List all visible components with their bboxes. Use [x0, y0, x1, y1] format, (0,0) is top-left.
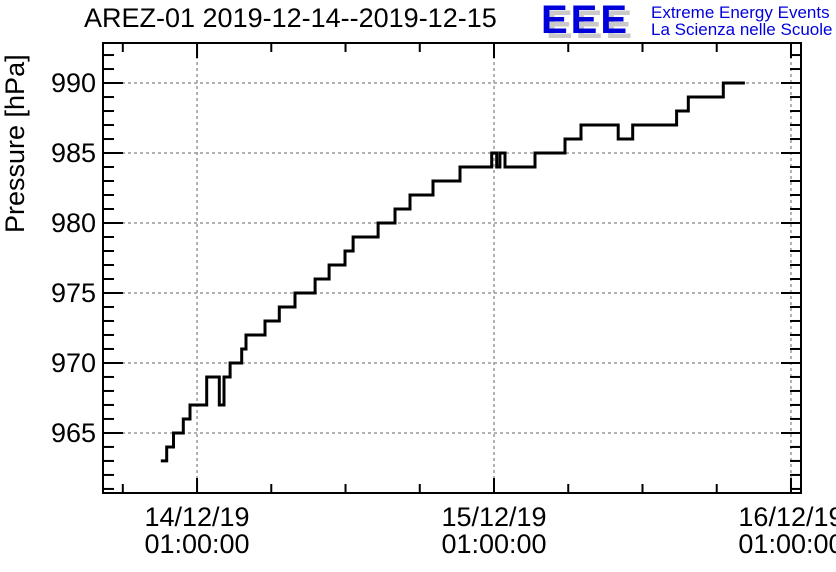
- y-tick-label: 970: [50, 347, 96, 378]
- eee-logo-acronym: EEE: [541, 0, 631, 42]
- x-tick-label-date: 16/12/19: [738, 502, 836, 532]
- x-tick-label: 15/12/19 01:00:00: [409, 504, 579, 558]
- eee-logo-caption-line2: La Scienza nelle Scuole: [651, 20, 833, 39]
- y-tick-label: 985: [50, 138, 96, 168]
- x-tick-label-time: 01:00:00: [144, 529, 250, 559]
- x-tick-label-time: 01:00:00: [738, 529, 836, 559]
- x-tick-label: 16/12/19 01:00:00: [706, 504, 836, 558]
- x-tick-label-time: 01:00:00: [441, 529, 547, 559]
- x-tick-label: 14/12/19 01:00:00: [112, 504, 282, 558]
- eee-logo-caption: Extreme Energy Events La Scienza nelle S…: [651, 4, 832, 38]
- y-tick-label: 965: [50, 417, 96, 448]
- pressure-step-line: [160, 81, 745, 463]
- x-tick-label-date: 15/12/19: [441, 502, 547, 532]
- y-tick-label: 990: [50, 68, 96, 99]
- y-tick-label: 980: [50, 208, 96, 238]
- eee-logo-caption-line1: Extreme Energy Events: [651, 3, 830, 22]
- y-tick-label: 975: [50, 277, 96, 308]
- x-tick-label-date: 14/12/19: [144, 502, 250, 532]
- plot-frame: [102, 42, 802, 494]
- chart-title: AREZ-01 2019-12-14--2019-12-15: [84, 3, 497, 33]
